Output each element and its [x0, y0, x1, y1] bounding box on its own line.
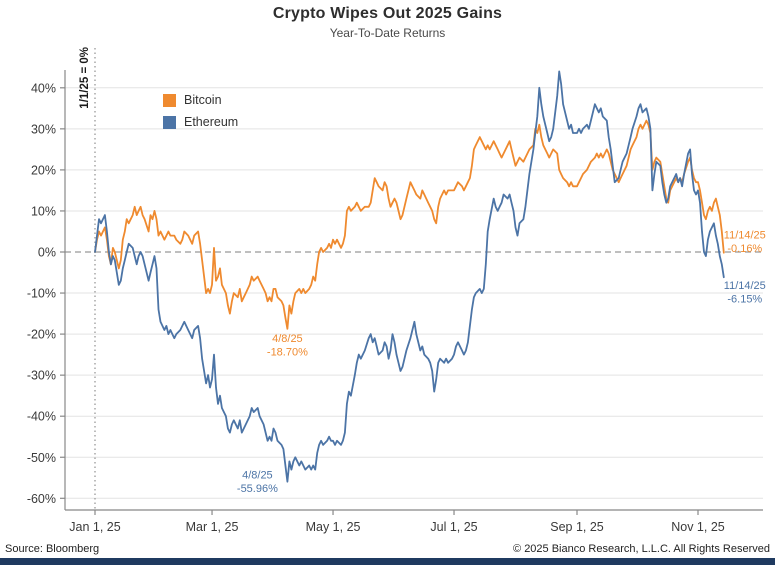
svg-text:Jul 1, 25: Jul 1, 25: [430, 520, 477, 534]
chart-title: Crypto Wipes Out 2025 Gains: [272, 5, 503, 22]
svg-text:-60%: -60%: [27, 492, 56, 506]
legend: Bitcoin Ethereum: [163, 93, 238, 129]
svg-text:-55.96%: -55.96%: [237, 483, 278, 495]
svg-text:Sep 1, 25: Sep 1, 25: [550, 520, 604, 534]
svg-text:-20%: -20%: [27, 328, 56, 342]
svg-text:-50%: -50%: [27, 451, 56, 465]
source-label: Source: Bloomberg: [5, 543, 100, 555]
svg-text:Jan 1, 25: Jan 1, 25: [69, 520, 120, 534]
svg-text:-30%: -30%: [27, 369, 56, 383]
legend-item-bitcoin: Bitcoin: [163, 93, 238, 107]
legend-label-ethereum: Ethereum: [184, 115, 239, 129]
svg-text:11/14/25: 11/14/25: [724, 280, 766, 292]
ytd-returns-line-chart: 40% 30% 20% 10% 0% -10% -20% -30% -40% -50% -60% Ja…: [27, 47, 766, 534]
chart-header: Crypto Wipes Out 2025 Gains Year-To-Date…: [0, 5, 775, 40]
svg-text:May 1, 25: May 1, 25: [306, 520, 361, 534]
svg-text:40%: 40%: [31, 81, 56, 95]
chart-footer: Source: Bloomberg © 2025 Bianco Research…: [0, 543, 775, 555]
svg-text:-0.16%: -0.16%: [727, 243, 762, 255]
svg-text:0%: 0%: [38, 246, 56, 260]
svg-text:10%: 10%: [31, 204, 56, 218]
bitcoin-color-swatch: [163, 93, 176, 107]
svg-text:1/1/25 = 0%: 1/1/25 = 0%: [79, 47, 91, 109]
legend-item-ethereum: Ethereum: [163, 115, 238, 129]
svg-text:-18.70%: -18.70%: [267, 346, 308, 358]
chart-subtitle: Year-To-Date Returns: [329, 26, 446, 40]
svg-text:Mar 1, 25: Mar 1, 25: [186, 520, 239, 534]
legend-label-bitcoin: Bitcoin: [184, 93, 222, 107]
svg-text:30%: 30%: [31, 122, 56, 136]
svg-text:4/8/25: 4/8/25: [242, 470, 273, 482]
svg-text:4/8/25: 4/8/25: [272, 333, 303, 345]
svg-text:-40%: -40%: [27, 410, 56, 424]
svg-text:Nov 1, 25: Nov 1, 25: [671, 520, 725, 534]
svg-text:20%: 20%: [31, 163, 56, 177]
bottom-accent-bar: [0, 558, 775, 565]
copyright-label: © 2025 Bianco Research, L.L.C. All Right…: [513, 543, 770, 555]
ethereum-color-swatch: [163, 115, 176, 129]
svg-text:-10%: -10%: [27, 287, 56, 301]
svg-text:-6.15%: -6.15%: [727, 294, 762, 306]
svg-text:11/14/25: 11/14/25: [724, 230, 766, 242]
